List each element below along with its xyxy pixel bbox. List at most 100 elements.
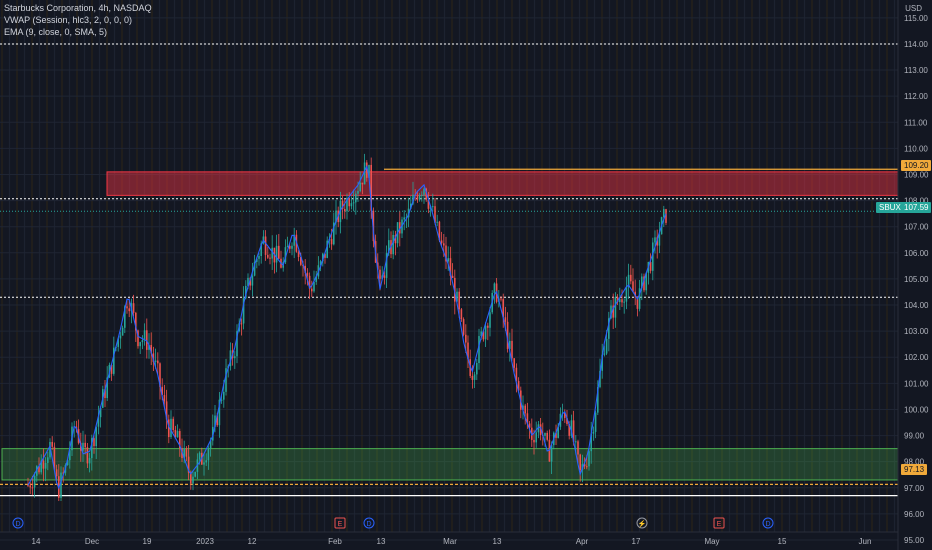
candle-body: [471, 375, 474, 380]
candle-body: [557, 426, 559, 438]
candle-body: [348, 197, 350, 207]
candle-body: [264, 236, 267, 255]
price-axis-label: 111.00: [904, 118, 928, 127]
candle-body: [509, 340, 511, 349]
candle-body: [359, 182, 361, 192]
candle-body: [324, 253, 326, 258]
candle-body: [658, 234, 661, 246]
candle-body: [423, 188, 425, 195]
candle-body: [434, 206, 436, 223]
candle-body: [392, 234, 394, 255]
candle-body: [410, 203, 412, 209]
legend-title[interactable]: Starbucks Corporation, 4h, NASDAQ: [4, 3, 152, 13]
price-axis-label: 113.00: [904, 66, 928, 75]
candle-body: [355, 193, 357, 203]
candle-body: [636, 296, 639, 309]
candle-body: [174, 430, 177, 438]
candle-body: [260, 243, 262, 256]
candle-body: [326, 240, 328, 258]
candle-body: [623, 301, 625, 303]
candle-body: [311, 288, 313, 292]
candle-body: [247, 277, 249, 286]
support-zone: [1, 448, 899, 481]
candle-body: [403, 217, 405, 220]
candle-body: [190, 472, 192, 484]
candle-body: [502, 299, 504, 318]
candle-body: [55, 469, 58, 477]
ticker-tag: SBUX: [876, 202, 904, 213]
time-axis-label: 12: [248, 537, 257, 546]
candle-body: [473, 374, 476, 380]
candle-body: [612, 305, 614, 318]
candle-body: [344, 208, 346, 212]
candle-body: [104, 389, 106, 398]
candle-body: [308, 275, 311, 289]
candle-body: [128, 308, 130, 312]
candle-body: [121, 327, 124, 336]
candle-body: [341, 200, 344, 209]
candle-body: [234, 356, 236, 359]
candle-body: [31, 487, 34, 489]
time-axis-label: Feb: [328, 537, 342, 546]
candle-body: [599, 370, 601, 388]
candle-body: [161, 386, 163, 396]
price-axis-label: 112.00: [904, 92, 928, 101]
candle-body: [555, 432, 557, 438]
candle-body: [256, 258, 258, 262]
candle-body: [654, 237, 656, 243]
candle-body: [564, 412, 566, 419]
candle-body: [150, 344, 152, 354]
candle-body: [286, 245, 289, 248]
legend-ema[interactable]: EMA (9, close, 0, SMA, 5): [4, 27, 108, 37]
price-axis-label: 103.00: [904, 327, 929, 336]
candle-body: [579, 454, 581, 471]
price-axis-label: 107.00: [904, 223, 929, 232]
candle-body: [60, 472, 62, 498]
candle-body: [29, 485, 31, 488]
candle-body: [47, 457, 49, 463]
candle-body: [223, 391, 225, 400]
dividend-icon: [762, 517, 774, 529]
candle-body: [436, 221, 438, 223]
candle-body: [533, 439, 535, 443]
candle-body: [592, 431, 595, 434]
candle-body: [269, 257, 271, 259]
candle-body: [205, 460, 207, 463]
candle-body: [278, 245, 280, 259]
candle-body: [146, 330, 148, 350]
candle-body: [443, 243, 445, 246]
candle-body: [84, 442, 86, 448]
candle-body: [44, 462, 47, 469]
dividend-icon: [363, 517, 375, 529]
candle-body: [528, 423, 531, 428]
candle-body: [315, 276, 317, 282]
candle-body: [586, 466, 588, 468]
candle-body: [267, 254, 269, 258]
candle-body: [506, 321, 509, 349]
time-axis-label: May: [704, 537, 719, 546]
candle-body: [476, 363, 478, 375]
candle-body: [513, 358, 515, 368]
candle-body: [627, 274, 630, 288]
candle-body: [91, 438, 93, 459]
candle-body: [603, 353, 606, 355]
candle-body: [51, 441, 53, 447]
last-price-tag: 107.59: [901, 202, 932, 213]
candle-body: [361, 182, 364, 185]
candle-body: [330, 239, 333, 245]
price-axis-label: 99.00: [904, 432, 925, 441]
time-axis-label: 14: [32, 537, 41, 546]
candle-body: [49, 441, 51, 458]
candle-body: [432, 206, 434, 208]
candle-body: [27, 485, 29, 487]
legend-vwap[interactable]: VWAP (Session, hlc3, 2, 0, 0, 0): [4, 15, 133, 25]
candle-body: [489, 312, 491, 328]
price-axis-label: 114.00: [904, 40, 928, 49]
candle-body: [258, 255, 260, 259]
price-axis-label: 95.00: [904, 536, 925, 545]
candle-body: [38, 466, 40, 473]
candle-body: [187, 456, 190, 473]
candle-body: [194, 471, 196, 477]
